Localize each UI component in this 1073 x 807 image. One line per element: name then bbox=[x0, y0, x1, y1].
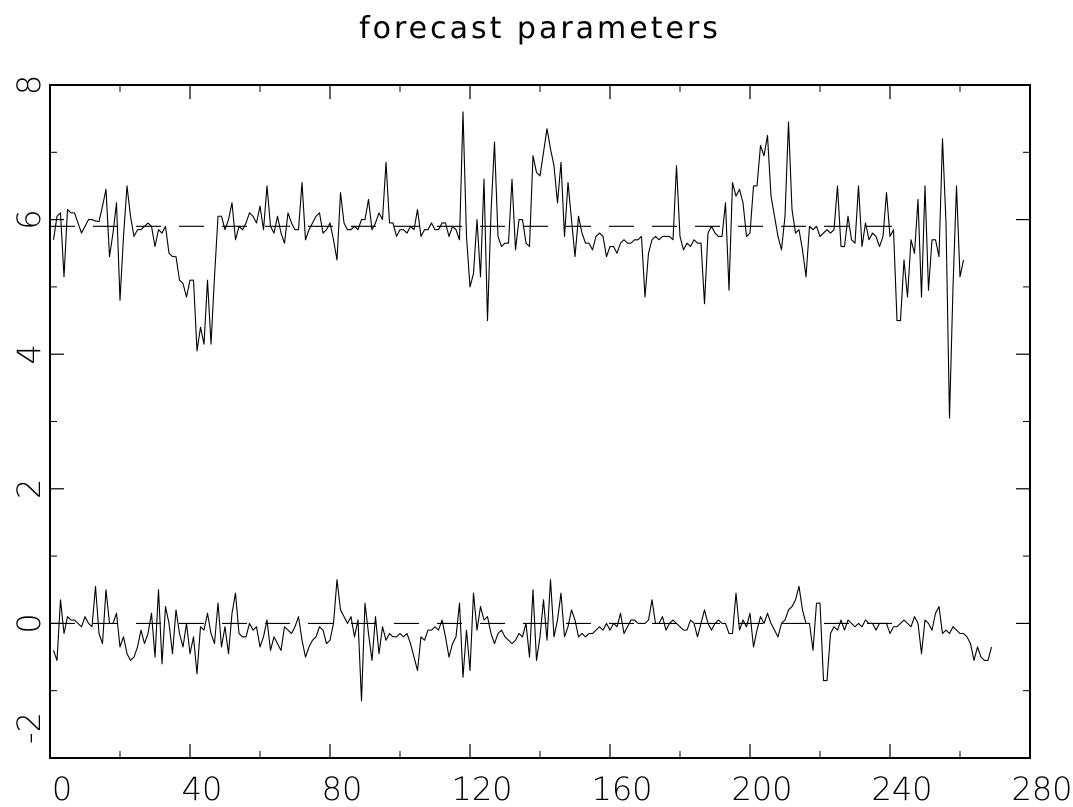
y-tick-label: -2 bbox=[10, 712, 48, 744]
series-line-2 bbox=[52, 579, 993, 702]
x-tick-label: 120 bbox=[451, 770, 512, 807]
x-tick-label: 40 bbox=[182, 770, 223, 807]
plot-frame bbox=[49, 84, 1031, 759]
x-tick-label: 160 bbox=[591, 770, 652, 807]
series-line-0 bbox=[52, 111, 965, 419]
y-tick-label: 0 bbox=[10, 613, 48, 633]
x-tick-label: 0 bbox=[52, 770, 72, 807]
y-tick-label: 8 bbox=[10, 75, 48, 95]
y-tick-label: 6 bbox=[10, 209, 48, 229]
x-tick-label: 200 bbox=[731, 770, 792, 807]
y-tick-label: 4 bbox=[10, 344, 48, 364]
x-tick-label: 280 bbox=[1011, 770, 1072, 807]
x-tick-label: 80 bbox=[322, 770, 363, 807]
y-tick-label: 2 bbox=[10, 479, 48, 499]
series-layer bbox=[50, 111, 993, 702]
x-tick-label: 240 bbox=[871, 770, 932, 807]
chart-title: forecast parameters bbox=[359, 11, 721, 46]
